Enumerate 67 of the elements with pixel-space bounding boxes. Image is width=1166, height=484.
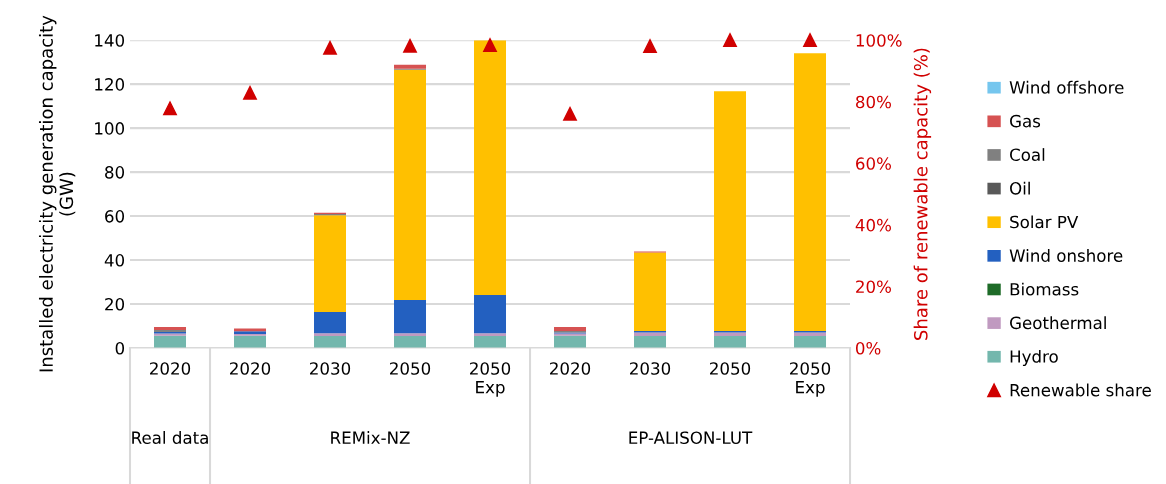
legend-label: Biomass	[1010, 282, 1079, 296]
y-tick-label: 40	[104, 254, 125, 267]
x-tick-label: 2050 Exp	[470, 362, 511, 397]
y-tick-label: 60	[105, 210, 125, 223]
bar	[634, 335, 667, 348]
text: REMix-NZ	[331, 431, 410, 444]
point	[403, 38, 417, 53]
bar	[314, 311, 347, 334]
bar	[314, 333, 347, 336]
x-tick-label: 2050	[710, 362, 751, 375]
y2-tick-label: 40%	[855, 218, 891, 232]
legend-label: Renewable share	[1010, 383, 1151, 397]
y-tick-label: 100	[95, 122, 125, 135]
y-tick-label: 140	[95, 34, 125, 47]
legend-label: Hydro	[1010, 349, 1058, 367]
x-tick-label: 2020	[230, 362, 271, 375]
point	[483, 38, 497, 53]
bar	[794, 53, 827, 332]
y2-tick-label: 60%	[856, 157, 891, 170]
bar	[794, 335, 827, 348]
bar	[394, 69, 427, 301]
bar	[634, 252, 667, 332]
y2-axis-title: Share of renewable capacity (%)	[913, 48, 932, 340]
x-tick-label: 2030	[630, 362, 671, 375]
legend-label: Wind onshore	[1009, 249, 1123, 262]
bar	[314, 215, 347, 312]
text: EP-ALISON-LUT	[629, 431, 753, 445]
point	[563, 106, 577, 121]
y2-tick-label: 20%	[856, 280, 891, 293]
y2-tick-label: 100%	[856, 34, 902, 47]
bar	[554, 326, 587, 332]
bar	[314, 335, 347, 348]
point	[243, 85, 257, 100]
point	[163, 101, 177, 116]
point	[323, 40, 337, 55]
bar	[394, 300, 427, 334]
y-tick-label: 120	[95, 78, 125, 91]
bar	[394, 64, 427, 69]
bar	[474, 40, 507, 296]
x-tick-label: 2050 Exp	[790, 362, 831, 397]
y-tick-label: 80	[105, 166, 125, 179]
x-tick-label: 2020	[550, 362, 591, 375]
bar	[474, 295, 507, 334]
x-tick-label: 2050	[390, 362, 431, 375]
y2-tick-label: 80%	[856, 95, 891, 109]
y-axis-title: Installed electricity generation capacity (GW)	[38, 15, 76, 372]
y-tick-label: 20	[105, 297, 125, 311]
legend-label: Oil	[1010, 181, 1030, 195]
bar	[474, 333, 507, 336]
legend-label: Gas	[1010, 114, 1041, 128]
bar	[714, 335, 747, 348]
text: Real data	[132, 431, 208, 445]
x-tick-label: 2030	[310, 362, 351, 375]
x-tick-label: 2020	[150, 362, 191, 375]
legend-label: Geothermal	[1010, 316, 1106, 330]
bar	[714, 91, 747, 332]
legend-label: Coal	[1010, 148, 1045, 162]
bar	[394, 335, 427, 348]
legend-label: Solar PV	[1010, 215, 1079, 229]
bar	[474, 335, 507, 348]
point	[723, 33, 737, 48]
bar	[394, 333, 427, 336]
y-tick-label: 0	[115, 341, 125, 355]
legend-label: Wind offshore	[1009, 80, 1124, 94]
point	[803, 33, 817, 48]
y2-tick-label: 0%	[855, 341, 881, 355]
point	[643, 39, 657, 53]
